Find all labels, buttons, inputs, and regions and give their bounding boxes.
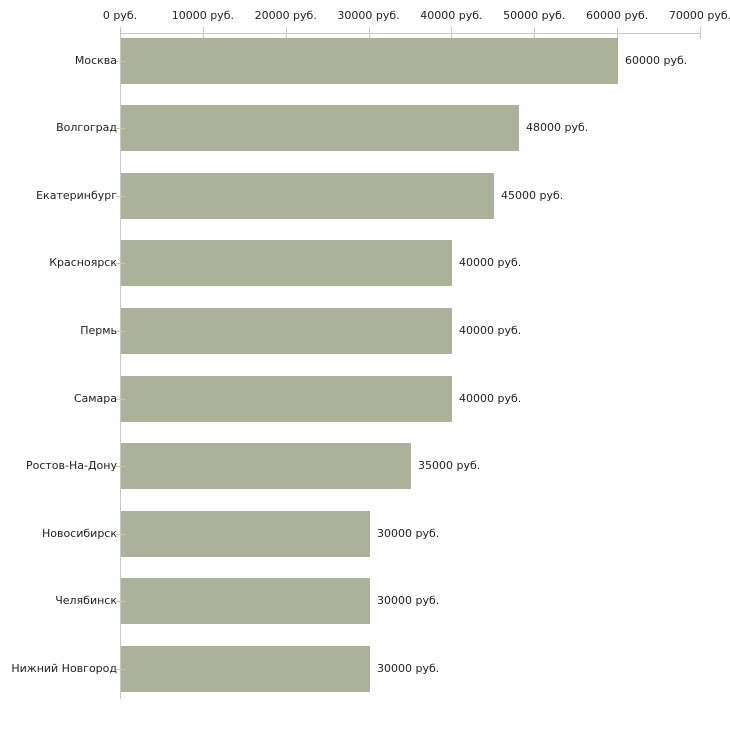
y-tick-mark bbox=[116, 331, 125, 332]
x-tick-label: 30000 руб. bbox=[337, 9, 400, 22]
y-tick-mark bbox=[116, 263, 125, 264]
value-label: 48000 руб. bbox=[526, 121, 589, 135]
bar bbox=[121, 646, 370, 692]
y-tick-mark bbox=[116, 601, 125, 602]
x-tick-label: 50000 руб. bbox=[503, 9, 566, 22]
bar bbox=[121, 172, 494, 219]
y-tick-mark bbox=[116, 466, 125, 467]
category-label: Ростов-На-Дону bbox=[25, 459, 117, 473]
value-label: 40000 руб. bbox=[459, 391, 522, 405]
category-label: Красноярск bbox=[49, 256, 117, 270]
category-label: Екатеринбург bbox=[36, 188, 117, 202]
value-label: 40000 руб. bbox=[459, 324, 522, 337]
bar bbox=[121, 578, 370, 625]
value-label: 30000 руб. bbox=[377, 594, 440, 608]
y-tick-mark bbox=[116, 196, 125, 197]
bar bbox=[121, 510, 370, 557]
value-label: 35000 руб. bbox=[418, 459, 481, 473]
bar bbox=[121, 443, 411, 490]
value-label: 30000 руб. bbox=[377, 662, 440, 675]
bar bbox=[121, 105, 519, 152]
y-tick-mark bbox=[116, 669, 125, 670]
category-label: Челябинск bbox=[55, 594, 117, 608]
category-label: Новосибирск bbox=[41, 526, 117, 540]
value-label: 30000 руб. bbox=[377, 526, 440, 540]
bar bbox=[121, 37, 618, 84]
category-label: Пермь bbox=[80, 324, 117, 337]
x-tick-label: 70000 руб. bbox=[668, 9, 730, 22]
y-axis-line bbox=[120, 33, 121, 699]
bar bbox=[121, 308, 452, 354]
x-axis-line bbox=[120, 33, 701, 34]
x-tick-label: 40000 руб. bbox=[420, 9, 483, 22]
bar bbox=[121, 240, 452, 287]
y-tick-mark bbox=[116, 61, 125, 62]
y-tick-mark bbox=[116, 534, 125, 535]
x-tick-label: 20000 руб. bbox=[254, 9, 317, 22]
category-label: Самара bbox=[73, 391, 117, 405]
value-label: 60000 руб. bbox=[625, 53, 688, 67]
category-label: Москва bbox=[74, 53, 117, 67]
value-label: 40000 руб. bbox=[459, 256, 522, 270]
y-tick-mark bbox=[116, 399, 125, 400]
x-tick-label: 10000 руб. bbox=[171, 9, 234, 22]
category-label: Волгоград bbox=[56, 121, 117, 135]
bar bbox=[121, 375, 452, 422]
x-tick-label: 0 руб. bbox=[102, 9, 138, 22]
y-tick-mark bbox=[116, 128, 125, 129]
value-label: 45000 руб. bbox=[501, 188, 564, 202]
category-label: Нижний Новгород bbox=[11, 662, 117, 675]
x-tick-label: 60000 руб. bbox=[586, 9, 649, 22]
